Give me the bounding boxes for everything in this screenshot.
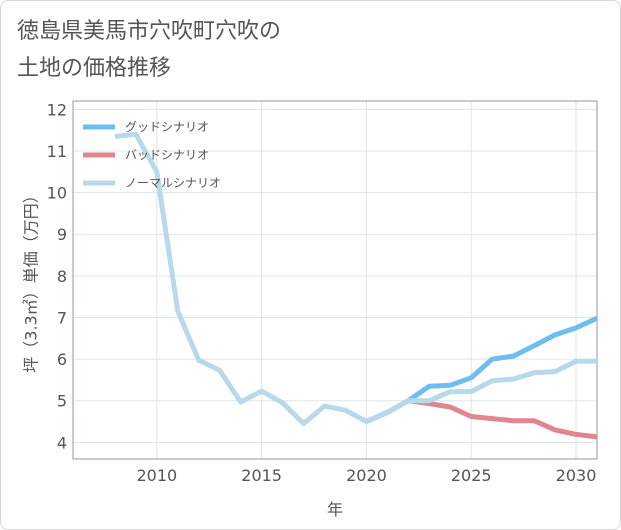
y-tick-label: 6: [57, 350, 67, 369]
x-tick-label: 2020: [346, 466, 387, 485]
chart-title-line-2: 土地の価格推移: [17, 56, 172, 81]
x-tick-label: 2030: [556, 466, 597, 485]
x-tick-label: 2015: [241, 466, 282, 485]
y-tick-label: 10: [47, 184, 67, 203]
y-tick-labels: 4 5 6 7 8 9 10 11 12: [47, 100, 67, 452]
plot-frame: [72, 100, 598, 460]
y-tick-label: 11: [47, 142, 67, 161]
y-tick-label: 5: [57, 392, 67, 411]
series-layer: [114, 131, 597, 440]
y-axis-label: 坪（3.3㎡）単価（万円）: [22, 187, 41, 372]
y-tick-label: 7: [57, 308, 67, 327]
chart-title-line-1: 徳島県美馬市穴吹町穴吹の: [17, 19, 282, 44]
x-tick-label: 2025: [451, 466, 492, 485]
legend-label-normal: ノーマルシナリオ: [125, 176, 221, 190]
y-tick-label: 4: [57, 433, 67, 452]
y-tick-label: 9: [57, 225, 67, 244]
legend-label-good: グッドシナリオ: [125, 120, 209, 134]
series-line-normal: [114, 131, 597, 427]
x-tick-label: 2010: [136, 466, 177, 485]
y-tick-label: 12: [47, 100, 67, 119]
x-tick-labels: 2010 2015 2020 2025 2030: [136, 466, 596, 485]
legend-label-bad: バッドシナリオ: [125, 148, 209, 162]
x-axis-label: 年: [327, 500, 343, 519]
y-tick-label: 8: [57, 267, 67, 286]
chart-title: 徳島県美馬市穴吹町穴吹の 土地の価格推移: [17, 13, 281, 87]
